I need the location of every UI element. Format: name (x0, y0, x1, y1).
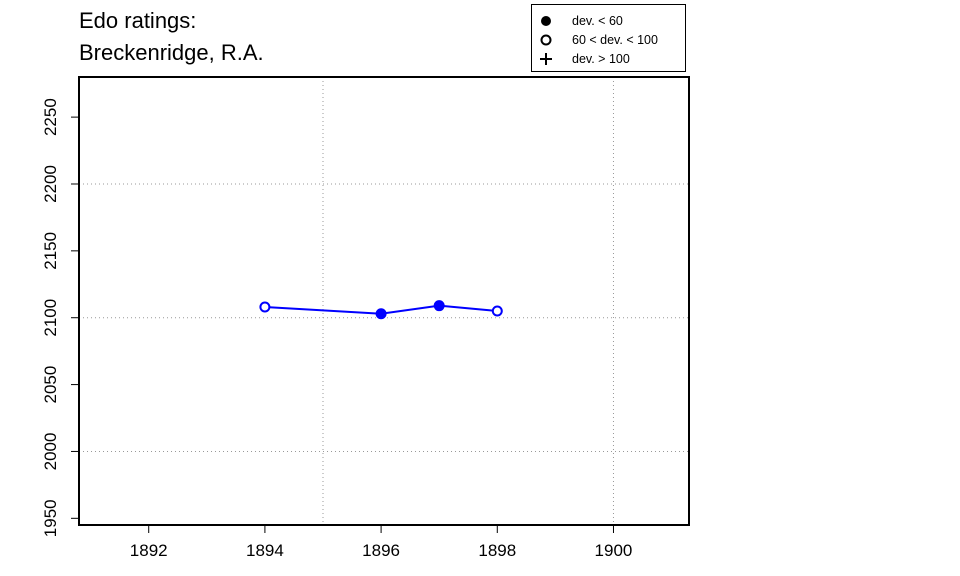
data-point-filled (375, 308, 387, 320)
y-tick-label: 1950 (41, 499, 60, 537)
legend-item-plus: dev. > 100 (532, 49, 685, 69)
legend-item-filled: dev. < 60 (532, 11, 685, 31)
filled-circle-icon (541, 16, 551, 26)
series-line (264, 304, 498, 315)
open-circle-icon (540, 34, 552, 46)
y-tick-label: 2250 (41, 98, 60, 136)
plus-icon (540, 53, 552, 65)
legend-label-filled: dev. < 60 (572, 14, 623, 28)
y-tick-label: 2050 (41, 366, 60, 404)
x-tick-label: 1896 (362, 541, 400, 560)
x-tick-label: 1898 (478, 541, 516, 560)
legend-label-open: 60 < dev. < 100 (572, 33, 658, 47)
y-tick-label: 2200 (41, 165, 60, 203)
chart-title-line-2: Breckenridge, R.A. (79, 40, 264, 65)
y-tick-label: 2000 (41, 433, 60, 471)
data-point-open (259, 301, 271, 313)
chart-title-line-1: Edo ratings: (79, 8, 197, 33)
data-point-open (491, 305, 503, 317)
x-tick-label: 1894 (246, 541, 284, 560)
y-tick-label: 2100 (41, 299, 60, 337)
x-tick-label: 1900 (595, 541, 633, 560)
legend-item-open: 60 < dev. < 100 (532, 30, 685, 50)
x-tick-label: 1892 (130, 541, 168, 560)
plot-frame (78, 76, 690, 526)
data-point-filled (433, 300, 445, 312)
legend-label-plus: dev. > 100 (572, 52, 630, 66)
y-tick-label: 2150 (41, 232, 60, 270)
legend: dev. < 60 60 < dev. < 100 dev. > 100 (531, 4, 686, 72)
